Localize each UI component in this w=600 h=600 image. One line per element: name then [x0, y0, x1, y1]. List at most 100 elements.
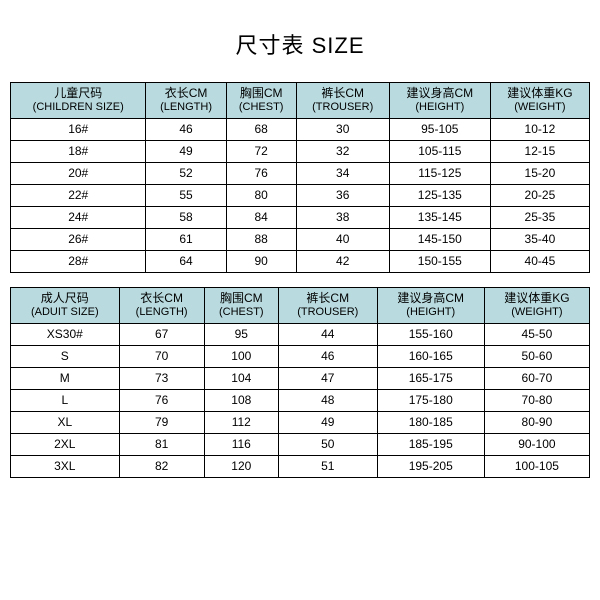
table-cell: 42 [296, 250, 389, 272]
table-cell: 45-50 [484, 323, 589, 345]
table-cell: 51 [278, 455, 377, 477]
table-cell: 16# [11, 118, 146, 140]
table-row: XL7911249180-18580-90 [11, 411, 590, 433]
table-cell: 70 [119, 345, 204, 367]
table-cell: 175-180 [377, 389, 484, 411]
table-cell: 25-35 [490, 206, 589, 228]
table-cell: 61 [146, 228, 226, 250]
table-cell: 82 [119, 455, 204, 477]
adult-tbody: XS30#679544155-16045-50S7010046160-16550… [11, 323, 590, 477]
table-cell: 108 [204, 389, 278, 411]
table-cell: 135-145 [389, 206, 490, 228]
table-cell: 112 [204, 411, 278, 433]
table-cell: 22# [11, 184, 146, 206]
table-cell: 100 [204, 345, 278, 367]
table-cell: 28# [11, 250, 146, 272]
table-cell: 150-155 [389, 250, 490, 272]
table-cell: 49 [146, 140, 226, 162]
table-cell: 32 [296, 140, 389, 162]
table-cell: 3XL [11, 455, 120, 477]
table-cell: 67 [119, 323, 204, 345]
table-row: 16#46683095-10510-12 [11, 118, 590, 140]
table-cell: 95-105 [389, 118, 490, 140]
table-cell: M [11, 367, 120, 389]
table-cell: 116 [204, 433, 278, 455]
size-chart-container: 尺寸表 SIZE 儿童尺码(CHILDREN SIZE) 衣长CM(LENGTH… [0, 0, 600, 478]
table-cell: 30 [296, 118, 389, 140]
table-cell: 90 [226, 250, 296, 272]
table-row: S7010046160-16550-60 [11, 345, 590, 367]
table-cell: 155-160 [377, 323, 484, 345]
table-cell: 38 [296, 206, 389, 228]
table-cell: 20-25 [490, 184, 589, 206]
table-cell: 47 [278, 367, 377, 389]
table-cell: 76 [226, 162, 296, 184]
table-cell: 44 [278, 323, 377, 345]
table-cell: 90-100 [484, 433, 589, 455]
table-cell: 84 [226, 206, 296, 228]
table-cell: XL [11, 411, 120, 433]
col-length: 衣长CM(LENGTH) [146, 83, 226, 119]
col-weight: 建议体重KG(WEIGHT) [484, 287, 589, 323]
table-cell: 64 [146, 250, 226, 272]
table-row: XS30#679544155-16045-50 [11, 323, 590, 345]
table-cell: 76 [119, 389, 204, 411]
table-cell: 50-60 [484, 345, 589, 367]
table-cell: 10-12 [490, 118, 589, 140]
col-length: 衣长CM(LENGTH) [119, 287, 204, 323]
table-cell: 125-135 [389, 184, 490, 206]
table-cell: 73 [119, 367, 204, 389]
table-cell: 80-90 [484, 411, 589, 433]
adult-size-table: 成人尺码(ADUIT SIZE) 衣长CM(LENGTH) 胸围CM(CHEST… [10, 287, 590, 478]
table-cell: 24# [11, 206, 146, 228]
table-cell: 2XL [11, 433, 120, 455]
table-cell: 20# [11, 162, 146, 184]
children-tbody: 16#46683095-10510-1218#497232105-11512-1… [11, 118, 590, 272]
table-header-row: 儿童尺码(CHILDREN SIZE) 衣长CM(LENGTH) 胸围CM(CH… [11, 83, 590, 119]
table-gap [10, 273, 590, 287]
table-cell: 58 [146, 206, 226, 228]
table-cell: 12-15 [490, 140, 589, 162]
table-cell: 15-20 [490, 162, 589, 184]
table-cell: 120 [204, 455, 278, 477]
table-cell: 18# [11, 140, 146, 162]
table-cell: 40-45 [490, 250, 589, 272]
table-cell: 80 [226, 184, 296, 206]
table-cell: 35-40 [490, 228, 589, 250]
col-trouser: 裤长CM(TROUSER) [278, 287, 377, 323]
table-cell: 55 [146, 184, 226, 206]
table-cell: 88 [226, 228, 296, 250]
table-cell: L [11, 389, 120, 411]
col-height: 建议身高CM(HEIGHT) [377, 287, 484, 323]
table-cell: 100-105 [484, 455, 589, 477]
table-row: M7310447165-17560-70 [11, 367, 590, 389]
table-row: L7610848175-18070-80 [11, 389, 590, 411]
table-cell: 115-125 [389, 162, 490, 184]
col-chest: 胸围CM(CHEST) [204, 287, 278, 323]
table-cell: 60-70 [484, 367, 589, 389]
children-size-table: 儿童尺码(CHILDREN SIZE) 衣长CM(LENGTH) 胸围CM(CH… [10, 82, 590, 273]
table-row: 3XL8212051195-205100-105 [11, 455, 590, 477]
table-cell: 68 [226, 118, 296, 140]
table-cell: 26# [11, 228, 146, 250]
table-cell: 180-185 [377, 411, 484, 433]
table-cell: 72 [226, 140, 296, 162]
table-row: 20#527634115-12515-20 [11, 162, 590, 184]
col-size: 成人尺码(ADUIT SIZE) [11, 287, 120, 323]
table-cell: 48 [278, 389, 377, 411]
table-cell: 70-80 [484, 389, 589, 411]
table-cell: 95 [204, 323, 278, 345]
table-cell: 50 [278, 433, 377, 455]
table-cell: 79 [119, 411, 204, 433]
table-cell: 34 [296, 162, 389, 184]
col-height: 建议身高CM(HEIGHT) [389, 83, 490, 119]
table-cell: 52 [146, 162, 226, 184]
table-cell: 165-175 [377, 367, 484, 389]
table-row: 24#588438135-14525-35 [11, 206, 590, 228]
table-cell: 81 [119, 433, 204, 455]
table-row: 28#649042150-15540-45 [11, 250, 590, 272]
table-header-row: 成人尺码(ADUIT SIZE) 衣长CM(LENGTH) 胸围CM(CHEST… [11, 287, 590, 323]
table-cell: 36 [296, 184, 389, 206]
table-row: 2XL8111650185-19590-100 [11, 433, 590, 455]
col-weight: 建议体重KG(WEIGHT) [490, 83, 589, 119]
